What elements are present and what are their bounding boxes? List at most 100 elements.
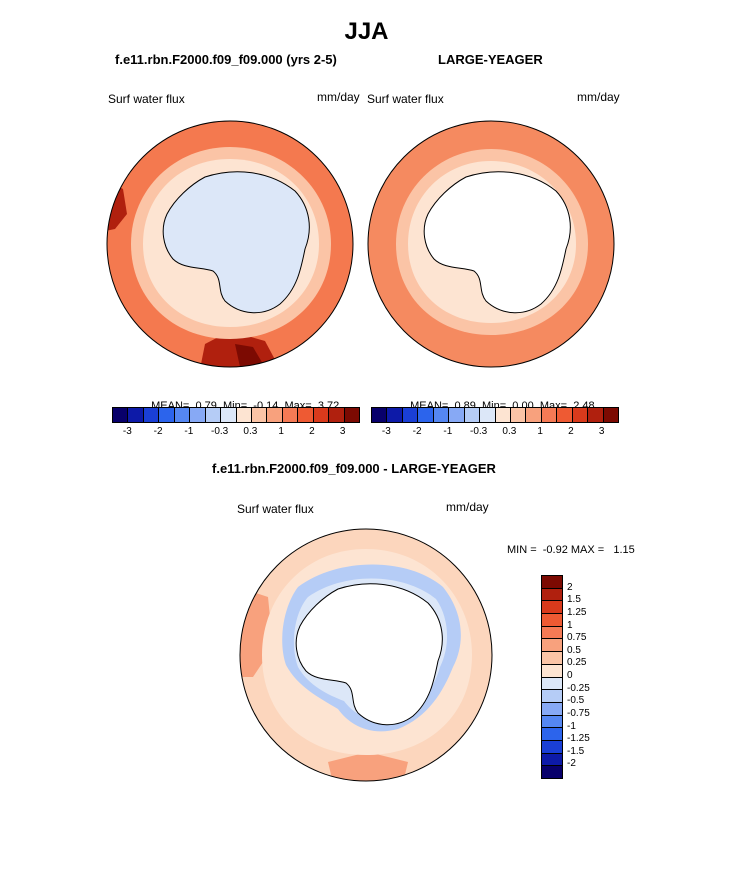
colorbar-swatch — [281, 408, 298, 422]
colorbar-swatch — [602, 408, 618, 422]
colorbar-tick-label: -1 — [443, 426, 453, 437]
colorbar-swatch — [542, 576, 562, 588]
colorbar-swatch — [328, 408, 344, 422]
colorbar-swatch — [542, 625, 562, 639]
colorbar-swatch — [542, 600, 562, 614]
colorbar-swatch — [432, 408, 449, 422]
colorbar-tick-label: -0.3 — [470, 426, 488, 437]
colorbar-tick-label: 1 — [278, 426, 284, 437]
colorbar-tick-label: -0.3 — [211, 426, 229, 437]
colorbar-swatch — [525, 408, 541, 422]
colorbar-tick-label: -1 — [567, 720, 576, 732]
panel-2-units-label: mm/day — [577, 90, 620, 104]
colorbar-swatch — [494, 408, 510, 422]
colorbar-tick-label: -0.5 — [567, 695, 585, 707]
colorbar-swatch — [542, 752, 562, 766]
colorbar-panel-2 — [371, 407, 619, 423]
colorbar-swatch — [312, 408, 329, 422]
map-border — [239, 528, 493, 782]
colorbar-swatch — [571, 408, 588, 422]
colorbar-swatch — [542, 727, 562, 740]
colorbar-difference-ticks: 2 1.5 1.25 1 0.75 0.5 0.25 0 -0.25 -0.5 -0.75 -1 -1.… — [567, 575, 627, 779]
colorbar-panel-2-ticks: -3 -2 -1 -0.3 0.3 1 2 3 — [371, 426, 619, 440]
colorbar-tick-label: 2 — [309, 426, 315, 437]
colorbar-tick-label: 2 — [567, 581, 573, 593]
colorbar-tick-label: -1.5 — [567, 745, 585, 757]
colorbar-tick-label: 0.25 — [567, 657, 587, 669]
colorbar-difference — [541, 575, 563, 779]
colorbar-tick-label: 0.3 — [502, 426, 517, 437]
colorbar-swatch — [542, 613, 562, 626]
colorbar-swatch — [479, 408, 495, 422]
colorbar-tick-label: 0.3 — [243, 426, 258, 437]
colorbar-tick-label: 0.75 — [567, 632, 587, 644]
colorbar-swatch — [542, 676, 562, 690]
colorbar-swatch — [372, 408, 387, 422]
colorbar-swatch — [542, 663, 562, 677]
colorbar-swatch — [542, 765, 562, 778]
colorbar-swatch — [142, 408, 159, 422]
colorbar-swatch — [266, 408, 282, 422]
colorbar-tick-label: 3 — [339, 426, 346, 437]
colorbar-panel-1-ticks: -3 -2 -1 -0.3 0.3 1 2 3 — [112, 426, 360, 440]
colorbar-tick-label: 1 — [567, 619, 573, 631]
colorbar-swatch — [540, 408, 557, 422]
page-title: JJA — [344, 18, 389, 45]
colorbar-swatch — [401, 408, 418, 422]
antarctic-ice — [162, 171, 310, 314]
colorbar-swatch — [343, 408, 359, 422]
colorbar-tick-label: 0 — [567, 670, 573, 681]
colorbar-swatch — [542, 701, 562, 715]
colorbar-swatch — [587, 408, 603, 422]
colorbar-tick-label: -2 — [412, 426, 422, 437]
colorbar-tick-label: -0.25 — [567, 682, 590, 694]
panel-1-case-title: f.e11.rbn.F2000.f09_f09.000 (yrs 2-5) — [115, 52, 337, 67]
colorbar-swatch — [463, 408, 480, 422]
map-border — [106, 120, 354, 368]
colorbar-swatch — [542, 587, 562, 601]
panel-2-variable-label: Surf water flux — [367, 92, 444, 106]
colorbar-tick-label: -2 — [153, 426, 163, 437]
colorbar-swatch — [542, 689, 562, 702]
colorbar-swatch — [542, 651, 562, 664]
colorbar-swatch — [204, 408, 221, 422]
colorbar-tick-label: -2 — [567, 758, 576, 770]
colorbar-swatch — [542, 739, 562, 753]
diff-title: f.e11.rbn.F2000.f09_f09.000 - LARGE-YEAG… — [212, 461, 496, 476]
colorbar-tick-label: -3 — [381, 426, 391, 437]
colorbar-tick-label: -3 — [122, 426, 132, 437]
colorbar-tick-label: 1 — [537, 426, 543, 437]
colorbar-tick-label: -1 — [184, 426, 194, 437]
colorbar-swatch — [386, 408, 402, 422]
colorbar-swatch — [220, 408, 236, 422]
colorbar-tick-label: 2 — [568, 426, 574, 437]
colorbar-tick-label: 0.5 — [567, 644, 581, 656]
colorbar-swatch — [448, 408, 464, 422]
colorbar-swatch — [297, 408, 313, 422]
colorbar-tick-label: 1.5 — [567, 594, 581, 606]
panel-2-case-title: LARGE-YEAGER — [438, 52, 543, 67]
colorbar-swatch — [173, 408, 190, 422]
colorbar-panel-1 — [112, 407, 360, 423]
antarctic-land — [423, 171, 571, 314]
colorbar-swatch — [250, 408, 267, 422]
hotter-region-south — [235, 344, 263, 367]
colorbar-swatch — [542, 638, 562, 652]
colorbar-swatch — [542, 714, 562, 728]
colorbar-swatch — [158, 408, 174, 422]
colorbar-tick-label: 1.25 — [567, 606, 587, 618]
map-panel-obs — [367, 120, 615, 368]
colorbar-swatch — [417, 408, 433, 422]
colorbar-swatch — [556, 408, 572, 422]
panel-1-units-label: mm/day — [317, 90, 360, 104]
map-panel-model — [106, 120, 354, 368]
colorbar-tick-label: 3 — [598, 426, 605, 437]
diff-min-max: MIN = -0.92 MAX = 1.15 — [507, 544, 635, 556]
colorbar-swatch — [189, 408, 205, 422]
panel-1-variable-label: Surf water flux — [108, 92, 185, 106]
map-border — [367, 120, 615, 368]
colorbar-tick-label: -1.25 — [567, 733, 590, 745]
antarctic-land — [295, 583, 443, 726]
colorbar-swatch — [235, 408, 251, 422]
warm-patch-south — [328, 752, 408, 781]
